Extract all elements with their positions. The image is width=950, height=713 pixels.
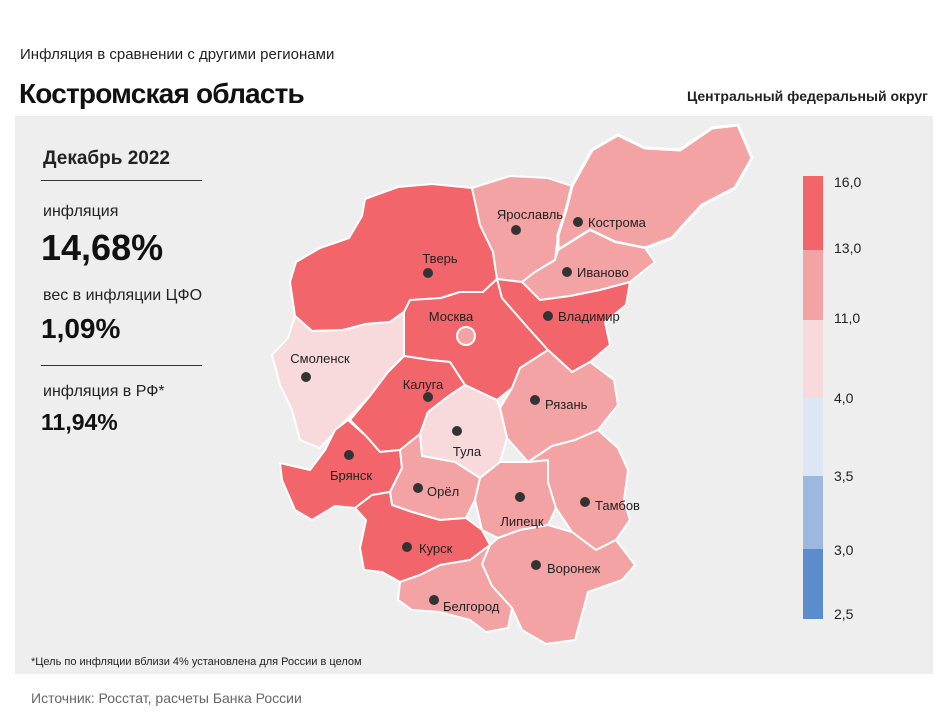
city-marker xyxy=(511,225,521,235)
city-label-moskva: Москва xyxy=(429,309,474,324)
legend-swatch xyxy=(803,398,823,476)
city-label-yaroslavl: Ярославль xyxy=(497,207,563,222)
capital-marker xyxy=(456,326,476,346)
city-marker xyxy=(402,542,412,552)
legend-tick-label: 3,0 xyxy=(834,542,854,558)
legend-tick-label: 4,0 xyxy=(834,390,854,406)
city-marker xyxy=(344,450,354,460)
city-marker xyxy=(530,395,540,405)
legend-tick-label: 11,0 xyxy=(834,310,861,326)
subtitle: Инфляция в сравнении с другими регионами xyxy=(20,46,335,63)
inflation-value: 14,68% xyxy=(41,227,164,268)
region-vladimir[interactable] xyxy=(496,278,631,373)
divider xyxy=(41,180,202,181)
city-label-belgorod: Белгород xyxy=(443,599,500,614)
city-label-ryazan: Рязань xyxy=(545,397,588,412)
weight-label: вес в инфляции ЦФО xyxy=(43,287,203,304)
city-marker xyxy=(515,492,525,502)
city-label-tambov: Тамбов xyxy=(595,498,640,513)
region-tambov[interactable] xyxy=(527,429,631,551)
city-marker xyxy=(452,426,462,436)
city-marker xyxy=(423,392,433,402)
city-marker xyxy=(580,497,590,507)
legend-tick-label: 2,5 xyxy=(834,606,854,622)
city-label-kursk: Курск xyxy=(419,541,453,556)
city-label-tver: Тверь xyxy=(422,251,458,266)
page-title: Костромская область xyxy=(19,78,305,109)
city-label-voronezh: Воронеж xyxy=(547,561,601,576)
legend-swatch xyxy=(803,176,823,250)
city-label-tula: Тула xyxy=(453,444,482,459)
city-label-orel: Орёл xyxy=(427,484,459,499)
city-label-kostroma: Кострома xyxy=(588,215,647,230)
legend-tick-label: 16,0 xyxy=(834,174,862,190)
divider xyxy=(41,365,202,366)
legend-swatch xyxy=(803,320,823,398)
city-marker xyxy=(301,372,311,382)
region-belgorod[interactable] xyxy=(397,544,513,633)
legend-tick-label: 13,0 xyxy=(834,240,862,256)
city-marker xyxy=(573,217,583,227)
city-marker xyxy=(413,483,423,493)
city-label-ivanovo: Иваново xyxy=(577,265,629,280)
legend-swatch xyxy=(803,250,823,320)
city-label-lipetsk: Липецк xyxy=(500,514,544,529)
legend-swatch xyxy=(803,476,823,549)
city-marker xyxy=(423,268,433,278)
city-marker xyxy=(429,595,439,605)
city-marker xyxy=(531,560,541,570)
district-label: Центральный федеральный округ xyxy=(686,88,928,104)
period-label: Декабрь 2022 xyxy=(43,148,170,169)
city-marker xyxy=(562,267,572,277)
city-marker xyxy=(543,311,553,321)
city-label-smolensk: Смоленск xyxy=(290,351,350,366)
rf-inflation-label: инфляция в РФ* xyxy=(43,383,165,400)
legend-swatch xyxy=(803,549,823,619)
city-label-vladimir: Владимир xyxy=(558,309,620,324)
legend-tick-label: 3,5 xyxy=(834,468,854,484)
inflation-label: инфляция xyxy=(43,203,119,220)
footnote: *Цель по инфляции вблизи 4% установлена … xyxy=(31,656,362,668)
rf-inflation-value: 11,94% xyxy=(41,409,118,435)
city-label-bryansk: Брянск xyxy=(330,468,372,483)
weight-value: 1,09% xyxy=(41,313,121,344)
source-note: Источник: Росстат, расчеты Банка России xyxy=(31,690,302,706)
city-label-kaluga: Калуга xyxy=(403,377,444,392)
